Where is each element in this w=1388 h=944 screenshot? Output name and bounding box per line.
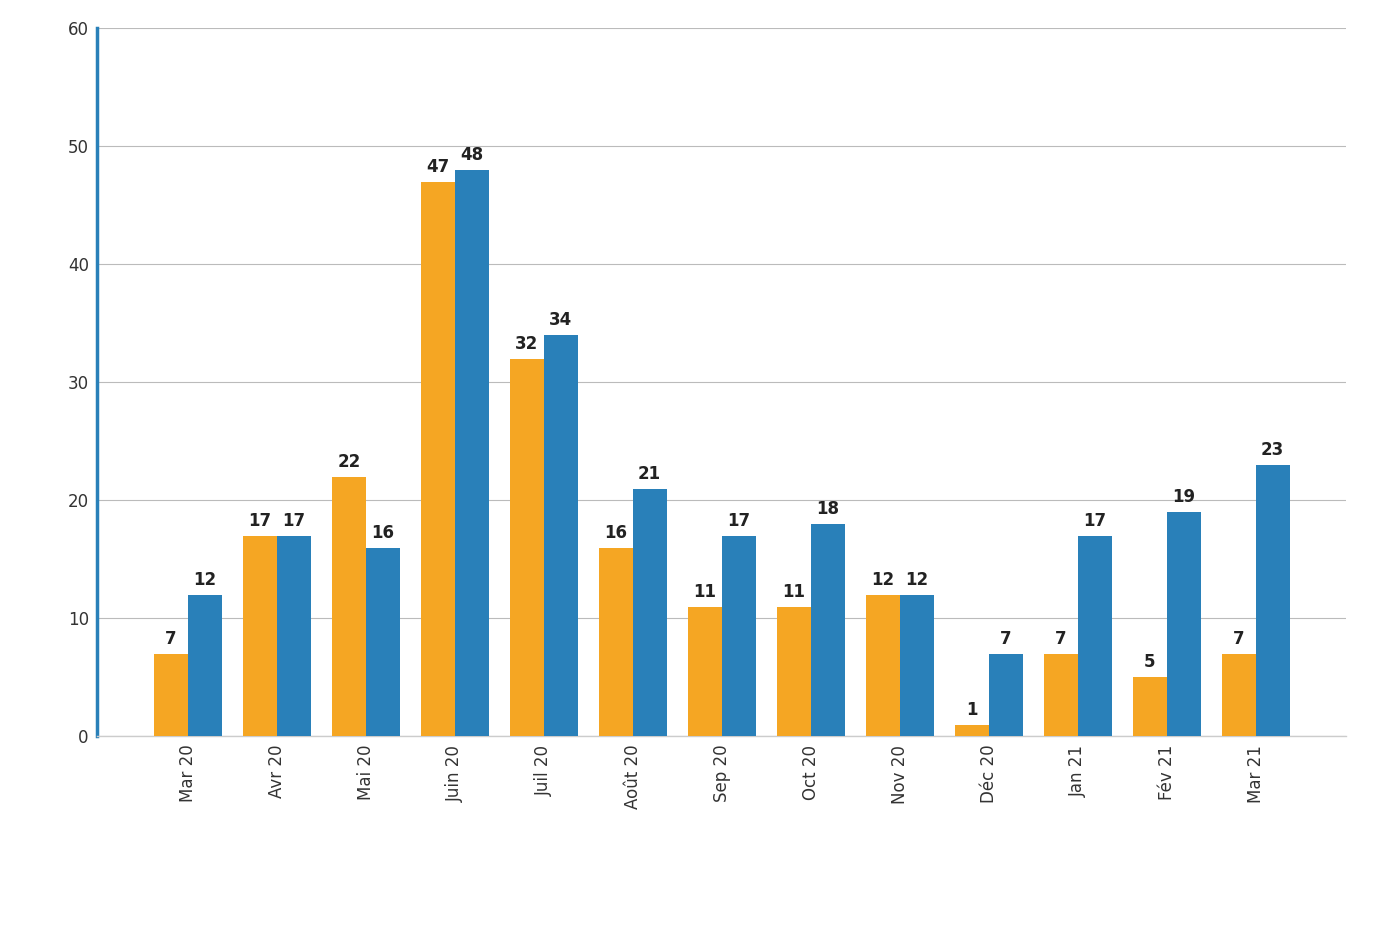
Text: 18: 18 bbox=[816, 500, 840, 518]
Bar bbox=[1044, 653, 1077, 736]
Bar bbox=[509, 359, 544, 736]
Text: 48: 48 bbox=[459, 146, 483, 164]
Text: 23: 23 bbox=[1262, 441, 1284, 459]
Text: 22: 22 bbox=[337, 453, 361, 471]
Text: 1: 1 bbox=[966, 700, 977, 718]
Text: 17: 17 bbox=[1083, 512, 1106, 530]
Text: 32: 32 bbox=[515, 335, 539, 353]
Bar bbox=[187, 595, 222, 736]
Bar bbox=[421, 181, 455, 736]
Bar bbox=[688, 606, 722, 736]
Bar bbox=[544, 335, 577, 736]
Text: 7: 7 bbox=[999, 630, 1012, 648]
Bar bbox=[276, 536, 311, 736]
Text: 17: 17 bbox=[727, 512, 751, 530]
Bar bbox=[899, 595, 934, 736]
Text: 11: 11 bbox=[783, 582, 805, 600]
Text: 11: 11 bbox=[694, 582, 716, 600]
Text: 34: 34 bbox=[550, 312, 572, 329]
Bar bbox=[1167, 512, 1201, 736]
Bar bbox=[1077, 536, 1112, 736]
Bar bbox=[1256, 464, 1289, 736]
Bar bbox=[777, 606, 811, 736]
Bar bbox=[332, 477, 366, 736]
Bar bbox=[243, 536, 276, 736]
Bar bbox=[1133, 678, 1167, 736]
Text: 12: 12 bbox=[872, 571, 894, 589]
Text: 47: 47 bbox=[426, 158, 450, 176]
Bar bbox=[366, 548, 400, 736]
Bar bbox=[955, 725, 988, 736]
Bar bbox=[811, 524, 844, 736]
Text: 19: 19 bbox=[1171, 488, 1195, 506]
Text: 21: 21 bbox=[638, 464, 661, 482]
Text: 17: 17 bbox=[282, 512, 305, 530]
Text: 16: 16 bbox=[371, 524, 394, 542]
Bar bbox=[866, 595, 899, 736]
Text: 12: 12 bbox=[905, 571, 929, 589]
Bar bbox=[154, 653, 187, 736]
Text: 7: 7 bbox=[1055, 630, 1066, 648]
Text: 5: 5 bbox=[1144, 653, 1156, 671]
Text: 16: 16 bbox=[604, 524, 627, 542]
Text: 7: 7 bbox=[165, 630, 176, 648]
Bar bbox=[722, 536, 755, 736]
Bar bbox=[988, 653, 1023, 736]
Bar bbox=[1221, 653, 1256, 736]
Bar bbox=[600, 548, 633, 736]
Text: 7: 7 bbox=[1233, 630, 1245, 648]
Text: 17: 17 bbox=[248, 512, 272, 530]
Bar bbox=[633, 489, 666, 736]
Bar bbox=[455, 170, 489, 736]
Text: 12: 12 bbox=[193, 571, 217, 589]
